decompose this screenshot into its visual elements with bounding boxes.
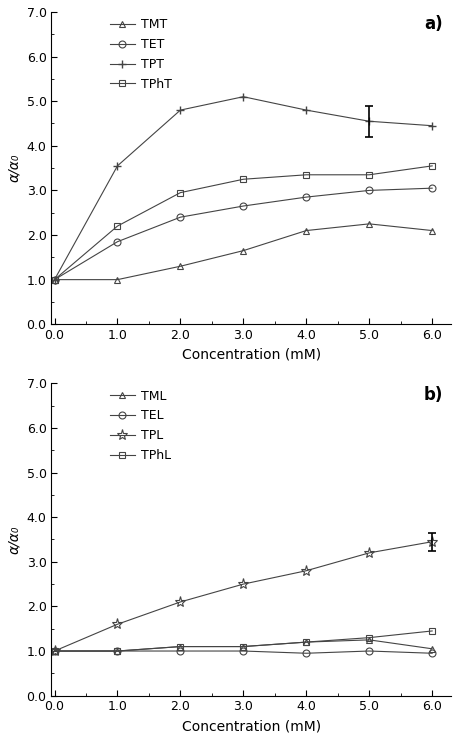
Legend: TMT, TET, TPT, TPhT: TMT, TET, TPT, TPhT	[109, 18, 172, 91]
Line: TMT: TMT	[51, 221, 436, 283]
Text: a): a)	[425, 15, 443, 33]
Line: TEL: TEL	[51, 648, 436, 656]
TPhT	[430, 161, 435, 170]
TPhT	[240, 175, 246, 184]
TEL	[366, 647, 372, 656]
TPL	[304, 566, 309, 575]
Line: TML: TML	[51, 636, 436, 654]
TMT	[304, 226, 309, 235]
TET	[366, 186, 372, 195]
TET	[52, 275, 57, 284]
Y-axis label: α/α₀: α/α₀	[7, 525, 21, 554]
Line: TET: TET	[51, 185, 436, 283]
TPhT	[178, 188, 183, 197]
TPL	[366, 548, 372, 557]
TPL	[114, 620, 120, 629]
TPhL	[304, 638, 309, 647]
X-axis label: Concentration (mM): Concentration (mM)	[182, 348, 321, 362]
TMT	[114, 275, 120, 284]
TEL	[240, 647, 246, 656]
TML	[114, 647, 120, 656]
TEL	[52, 647, 57, 656]
TPT	[52, 275, 57, 284]
TMT	[52, 275, 57, 284]
TPhT	[114, 222, 120, 231]
TPT	[430, 121, 435, 130]
TPL	[52, 647, 57, 656]
TEL	[430, 649, 435, 658]
TML	[178, 642, 183, 651]
Line: TPhT: TPhT	[51, 162, 436, 283]
TMT	[430, 226, 435, 235]
TML	[430, 645, 435, 653]
TET	[430, 184, 435, 192]
TPT	[366, 117, 372, 126]
TML	[240, 642, 246, 651]
TEL	[304, 649, 309, 658]
TPhT	[304, 170, 309, 179]
TET	[240, 201, 246, 210]
Line: TPhL: TPhL	[51, 628, 436, 654]
TPL	[178, 597, 183, 606]
TPL	[430, 537, 435, 546]
TET	[178, 212, 183, 221]
TET	[304, 192, 309, 201]
Line: TPL: TPL	[49, 536, 438, 656]
TPhT	[52, 275, 57, 284]
TPT	[304, 106, 309, 115]
TML	[366, 636, 372, 645]
TPT	[178, 106, 183, 115]
Y-axis label: α/α₀: α/α₀	[7, 154, 21, 182]
TPT	[240, 92, 246, 101]
TMT	[366, 220, 372, 229]
TPL	[240, 579, 246, 588]
Text: b): b)	[424, 386, 443, 405]
TMT	[178, 262, 183, 271]
TML	[304, 638, 309, 647]
TPhT	[366, 170, 372, 179]
TEL	[178, 647, 183, 656]
Legend: TML, TEL, TPL, TPhL: TML, TEL, TPL, TPhL	[109, 389, 171, 462]
TPhL	[52, 647, 57, 656]
TET	[114, 238, 120, 246]
TML	[52, 647, 57, 656]
TMT	[240, 246, 246, 255]
TPhL	[178, 642, 183, 651]
TPT	[114, 161, 120, 170]
TEL	[114, 647, 120, 656]
X-axis label: Concentration (mM): Concentration (mM)	[182, 719, 321, 733]
TPhL	[430, 627, 435, 636]
Line: TPT: TPT	[50, 92, 436, 284]
TPhL	[114, 647, 120, 656]
TPhL	[240, 642, 246, 651]
TPhL	[366, 633, 372, 642]
